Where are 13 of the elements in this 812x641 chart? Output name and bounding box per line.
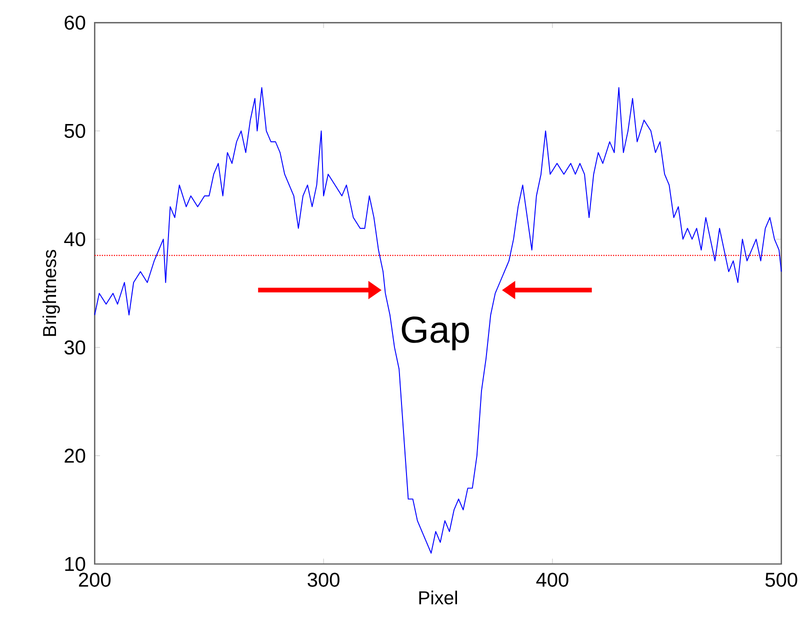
- x-tick-label: 200: [78, 572, 111, 587]
- y-tick-label: 60: [64, 15, 86, 30]
- x-tick-label: 400: [536, 572, 568, 587]
- y-tick-label: 50: [64, 124, 86, 138]
- x-axis-title: Pixel: [419, 590, 457, 604]
- y-tick-label: 40: [64, 232, 86, 246]
- x-tick-label: 500: [765, 572, 798, 587]
- y-tick-label: 10: [65, 556, 86, 571]
- y-tick-label: 20: [64, 448, 86, 463]
- y-axis-title: Brightness: [42, 250, 60, 336]
- x-tick-label: 300: [308, 572, 340, 587]
- annotation: Gap: [402, 316, 469, 350]
- y-tick-label: 30: [64, 340, 86, 354]
